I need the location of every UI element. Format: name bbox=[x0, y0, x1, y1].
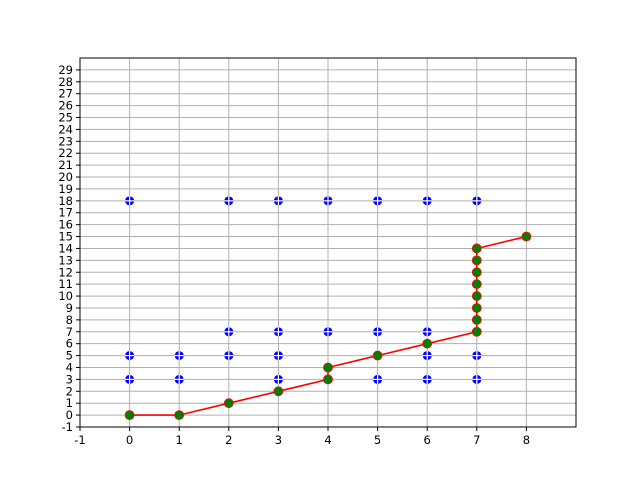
y-tick-label: 17 bbox=[58, 206, 73, 220]
blue-point bbox=[422, 196, 432, 206]
y-tick-label: 8 bbox=[66, 313, 73, 327]
y-tick-label: 18 bbox=[58, 194, 73, 208]
blue-point bbox=[323, 196, 333, 206]
blue-point bbox=[422, 327, 432, 337]
y-tick-label: 3 bbox=[66, 372, 73, 386]
y-tick-label: 15 bbox=[58, 230, 73, 244]
blue-point bbox=[373, 374, 383, 384]
x-tick-label: 4 bbox=[324, 433, 331, 447]
path-point bbox=[323, 362, 333, 373]
ticks-layer: -1 0 1 2 3 4 5 6 7 8-1012345678910111213141516171… bbox=[58, 63, 530, 447]
y-tick-label: 14 bbox=[58, 241, 73, 255]
x-tick-label: 6 bbox=[424, 433, 431, 447]
path-point bbox=[471, 303, 482, 313]
blue-point bbox=[273, 327, 283, 337]
y-tick-label: 12 bbox=[58, 265, 73, 279]
blue-point bbox=[125, 196, 135, 206]
y-tick-label: 0 bbox=[66, 408, 73, 422]
blue-point bbox=[373, 327, 383, 337]
path-point bbox=[471, 243, 482, 254]
y-tick-label: 28 bbox=[58, 75, 73, 89]
y-tick-label: -1 bbox=[62, 420, 73, 434]
x-tick-label: 2 bbox=[225, 433, 232, 447]
blue-point bbox=[373, 196, 383, 206]
blue-point bbox=[125, 374, 135, 384]
y-tick-label: 19 bbox=[58, 182, 73, 196]
path-point bbox=[273, 386, 284, 397]
series-layer bbox=[124, 196, 532, 420]
y-tick-label: 23 bbox=[58, 134, 73, 148]
y-tick-label: 6 bbox=[66, 337, 73, 351]
y-tick-label: 4 bbox=[66, 360, 73, 374]
path-point bbox=[471, 267, 482, 278]
y-tick-label: 26 bbox=[58, 99, 73, 113]
blue-point bbox=[472, 196, 482, 206]
x-tick-label: -1 bbox=[74, 433, 85, 447]
x-tick-label: 0 bbox=[126, 433, 133, 447]
x-tick-label: 8 bbox=[523, 433, 530, 447]
blue-point bbox=[174, 351, 184, 361]
path-point bbox=[223, 398, 234, 409]
blue-point bbox=[323, 327, 333, 337]
path-point bbox=[521, 231, 532, 242]
y-tick-label: 2 bbox=[66, 384, 73, 398]
blue-point bbox=[422, 351, 432, 361]
x-tick-label: 3 bbox=[275, 433, 282, 447]
y-tick-label: 20 bbox=[58, 170, 73, 184]
y-tick-label: 16 bbox=[58, 218, 73, 232]
path-point bbox=[372, 350, 383, 361]
path-point bbox=[471, 255, 482, 266]
x-tick-label: 5 bbox=[374, 433, 381, 447]
y-tick-label: 1 bbox=[66, 396, 73, 410]
blue-point bbox=[125, 351, 135, 361]
path-point bbox=[471, 314, 482, 325]
blue-point bbox=[224, 351, 234, 361]
y-tick-label: 9 bbox=[66, 301, 73, 315]
y-tick-label: 21 bbox=[58, 158, 73, 172]
y-tick-label: 25 bbox=[58, 111, 73, 125]
blue-point bbox=[174, 374, 184, 384]
blue-point bbox=[422, 374, 432, 384]
x-tick-label: 1 bbox=[176, 433, 183, 447]
blue-point bbox=[224, 327, 234, 337]
path-point bbox=[174, 410, 185, 420]
blue-point bbox=[273, 196, 283, 206]
blue-point bbox=[273, 374, 283, 384]
blue-point bbox=[472, 351, 482, 361]
y-tick-label: 7 bbox=[66, 325, 73, 339]
y-tick-label: 11 bbox=[58, 277, 73, 291]
y-tick-label: 29 bbox=[58, 63, 73, 77]
blue-point bbox=[273, 351, 283, 361]
path-point bbox=[323, 374, 333, 385]
y-tick-label: 22 bbox=[58, 146, 73, 160]
path-point bbox=[471, 279, 482, 290]
blue-point bbox=[472, 374, 482, 384]
blue-point bbox=[224, 196, 234, 206]
path-point bbox=[422, 338, 433, 349]
y-tick-label: 24 bbox=[58, 122, 73, 136]
path-point bbox=[471, 291, 482, 301]
path-point bbox=[471, 326, 482, 337]
y-tick-label: 27 bbox=[58, 87, 73, 101]
y-tick-label: 13 bbox=[58, 253, 73, 267]
y-tick-label: 10 bbox=[58, 289, 73, 303]
path-point bbox=[124, 410, 135, 420]
y-tick-label: 5 bbox=[66, 349, 73, 363]
x-tick-label: 7 bbox=[473, 433, 480, 447]
